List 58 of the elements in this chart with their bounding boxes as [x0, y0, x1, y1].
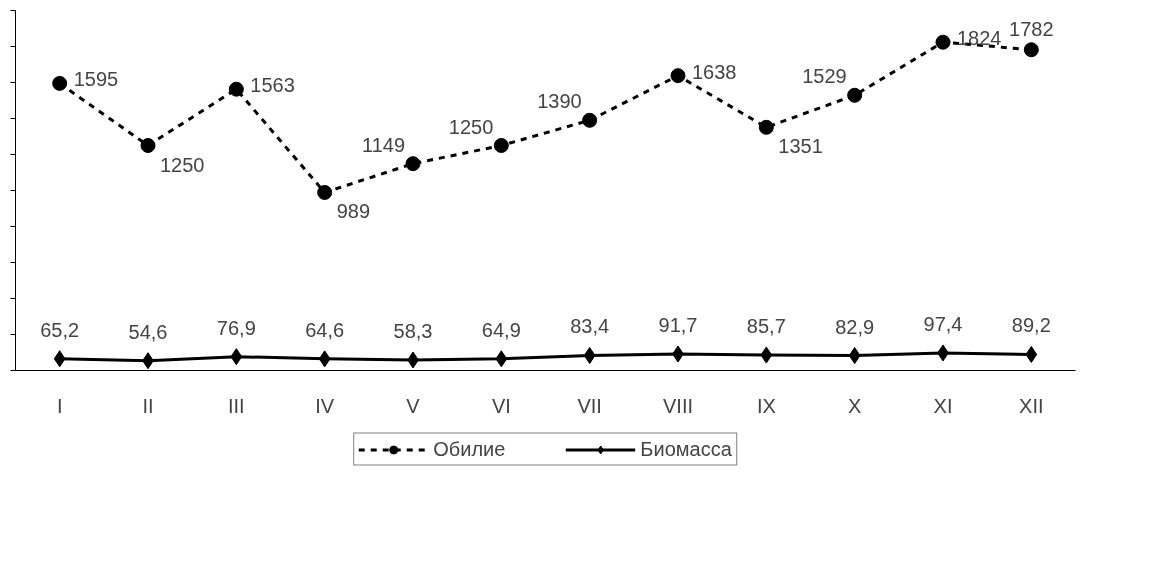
x-tick-label: II [142, 394, 154, 417]
data-label: 58,3 [393, 320, 433, 343]
data-label: 76,9 [216, 316, 256, 339]
data-label: 989 [336, 200, 371, 223]
x-tick-label: XII [1019, 394, 1044, 417]
data-label: 1250 [448, 115, 494, 138]
data-label: 91,7 [658, 313, 698, 336]
data-label: 82,9 [835, 315, 875, 338]
point [318, 350, 331, 368]
data-label: 64,6 [305, 318, 345, 341]
data-label: 1824 [957, 27, 1002, 50]
x-tick-label: IV [315, 394, 335, 417]
data-label: 54,6 [128, 320, 168, 343]
point [140, 138, 156, 153]
point [228, 81, 244, 97]
legend-label: Биомасса [640, 437, 732, 461]
data-label: 1782 [1009, 17, 1054, 40]
x-tick-label: I [56, 394, 63, 417]
data-label: 1351 [778, 135, 823, 158]
point [582, 112, 598, 128]
point [935, 34, 951, 50]
x-tick-label: V [406, 394, 421, 417]
data-label: 1250 [160, 153, 205, 176]
point [670, 68, 686, 84]
point [405, 156, 421, 172]
point [230, 348, 243, 366]
data-label: 1149 [361, 133, 406, 156]
x-tick-label: VI [491, 394, 511, 417]
data-label: 65,2 [40, 318, 80, 341]
point [317, 184, 333, 200]
point [1023, 42, 1039, 58]
data-label: 83,4 [570, 315, 610, 338]
x-tick-label: IX [756, 394, 776, 417]
point [760, 346, 773, 364]
point [52, 75, 68, 91]
data-label: 1390 [537, 90, 582, 113]
x-tick-label: XI [933, 394, 953, 417]
x-tick-label: III [228, 394, 245, 417]
point [495, 350, 508, 368]
data-label: 85,7 [746, 315, 786, 338]
data-label: 97,4 [923, 312, 963, 335]
point [53, 350, 66, 368]
point [847, 87, 863, 103]
data-label: 1638 [692, 60, 737, 83]
point [848, 347, 861, 365]
x-tick-label: VII [577, 394, 602, 417]
data-label: 1563 [250, 74, 295, 97]
point [493, 138, 509, 153]
data-label: 1529 [802, 65, 847, 88]
point [1025, 345, 1038, 363]
x-tick-label: VIII [663, 394, 694, 417]
legend-label: Обилие [433, 437, 506, 461]
data-label: 1595 [73, 68, 119, 91]
point [583, 346, 596, 364]
data-label: 89,2 [1011, 314, 1051, 337]
x-tick-label: X [848, 394, 862, 417]
point [758, 119, 774, 135]
data-label: 64,9 [481, 318, 521, 341]
